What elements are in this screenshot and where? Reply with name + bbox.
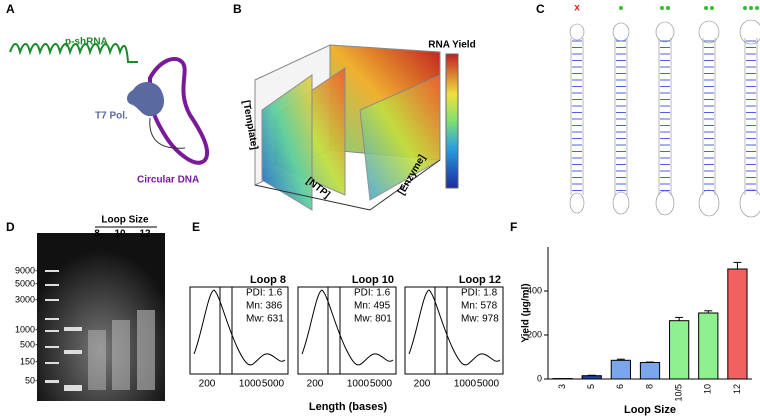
plot-frame bbox=[404, 286, 504, 375]
symbol-dot bbox=[710, 6, 714, 10]
x-tick-label: 200 bbox=[414, 379, 431, 390]
symbol-dot bbox=[749, 6, 753, 10]
x-tick-label: 3 bbox=[557, 384, 567, 389]
schematic bbox=[9, 43, 210, 165]
gel-labels: 8 10 12 9000- 5000- 3000- 1000- 500- 150- 50- bbox=[15, 229, 151, 386]
stat-label: PDI: 1.6 bbox=[246, 288, 283, 299]
y-tick-label: 200 bbox=[527, 329, 542, 339]
stat-label: Mn: 495 bbox=[354, 301, 391, 312]
panel-label: C bbox=[536, 2, 545, 16]
label: T7 Pol. bbox=[95, 111, 128, 122]
colorbar-label: RNA Yield bbox=[428, 40, 475, 51]
plot-frame bbox=[297, 286, 397, 375]
heatmap-3d bbox=[254, 44, 459, 211]
stat-label: Mw: 978 bbox=[461, 314, 499, 325]
loop bbox=[569, 192, 585, 214]
symbol-dot bbox=[704, 6, 708, 10]
x-tick-label: 200 bbox=[199, 379, 216, 390]
bar bbox=[669, 320, 690, 380]
x-tick-label: 1000 bbox=[454, 379, 477, 390]
ladder-label: 50- bbox=[25, 375, 38, 385]
bar bbox=[610, 359, 631, 380]
loop bbox=[569, 23, 585, 41]
stat-label: PDI: 1.6 bbox=[354, 288, 391, 299]
ladder-label: 150- bbox=[20, 356, 38, 366]
symbol-dot bbox=[660, 6, 664, 10]
x-tick-label: 12 bbox=[732, 384, 742, 394]
bar bbox=[698, 312, 719, 380]
bar-chart: 0 200 400 3 5 6 8 10/5 10 12 Yield (µg/ml) Loop Siz… bbox=[521, 247, 752, 416]
bar bbox=[727, 268, 748, 380]
y-axis-label: Yield (µg/ml) bbox=[521, 283, 532, 342]
loop bbox=[612, 191, 630, 215]
gel bbox=[37, 233, 165, 401]
y-tick-label: 400 bbox=[527, 285, 542, 295]
symbol-dot bbox=[755, 6, 759, 10]
y-tick-label: 0 bbox=[537, 373, 542, 383]
x-axis-label: Length (bases) bbox=[309, 401, 388, 413]
bar bbox=[639, 362, 661, 380]
x-tick-label: 5000 bbox=[477, 379, 500, 390]
lane-title: Loop Size bbox=[101, 215, 149, 226]
loop bbox=[739, 19, 760, 45]
bar bbox=[581, 375, 602, 380]
distribution-curve bbox=[193, 289, 286, 366]
x-tick-label: 5 bbox=[586, 384, 596, 389]
symbol-dot bbox=[743, 6, 747, 10]
panel-label: A bbox=[6, 2, 15, 16]
lane-label: 8 bbox=[94, 229, 100, 240]
loop bbox=[698, 20, 720, 44]
label: p-shRNA bbox=[65, 37, 108, 48]
x-tick-label: 10/5 bbox=[674, 384, 684, 402]
plot-title: Loop 8 bbox=[250, 274, 286, 286]
x-axis-label: Loop Size bbox=[624, 404, 676, 416]
fail-mark: x bbox=[574, 3, 580, 14]
stat-label: Mn: 386 bbox=[246, 301, 283, 312]
plot-title: Loop 12 bbox=[459, 274, 501, 286]
symbol-dot bbox=[619, 6, 623, 10]
x-tick-label: 1000 bbox=[347, 379, 370, 390]
loop bbox=[612, 22, 630, 42]
ladder-label: 1000- bbox=[15, 324, 38, 334]
stat-label: Mn: 578 bbox=[461, 301, 498, 312]
x-tick-label: 10 bbox=[703, 384, 713, 394]
ladder-label: 5000- bbox=[15, 278, 38, 288]
loop bbox=[698, 189, 720, 217]
plot-title: Loop 10 bbox=[352, 274, 394, 286]
x-tick-label: 5000 bbox=[370, 379, 393, 390]
panel-label: F bbox=[510, 220, 517, 234]
ladder-label: 500- bbox=[20, 339, 38, 349]
symbol-dot bbox=[666, 6, 670, 10]
stat-label: PDI: 1.8 bbox=[461, 288, 498, 299]
loop bbox=[655, 21, 675, 43]
x-tick-label: 200 bbox=[307, 379, 324, 390]
x-tick-label: 1000 bbox=[239, 379, 262, 390]
panel-label: E bbox=[192, 220, 200, 234]
ladder-label: 3000- bbox=[15, 294, 38, 304]
x-tick-label: 5000 bbox=[262, 379, 285, 390]
stat-label: Mw: 801 bbox=[354, 314, 392, 325]
x-tick-label: 6 bbox=[615, 384, 625, 389]
panel-label: D bbox=[6, 220, 15, 234]
panel-label: B bbox=[233, 2, 242, 16]
loop bbox=[739, 188, 760, 218]
plot-frame bbox=[189, 286, 289, 375]
stat-label: Mw: 631 bbox=[246, 314, 284, 325]
distribution-curve bbox=[301, 289, 394, 366]
distribution-curve bbox=[408, 289, 501, 366]
x-tick-label: 8 bbox=[644, 384, 654, 389]
lane-label: 12 bbox=[139, 229, 151, 240]
label: Circular DNA bbox=[137, 175, 199, 186]
lane-label: 10 bbox=[114, 229, 126, 240]
hairpin-structures bbox=[569, 6, 760, 218]
ladder-label: 9000- bbox=[15, 265, 38, 275]
